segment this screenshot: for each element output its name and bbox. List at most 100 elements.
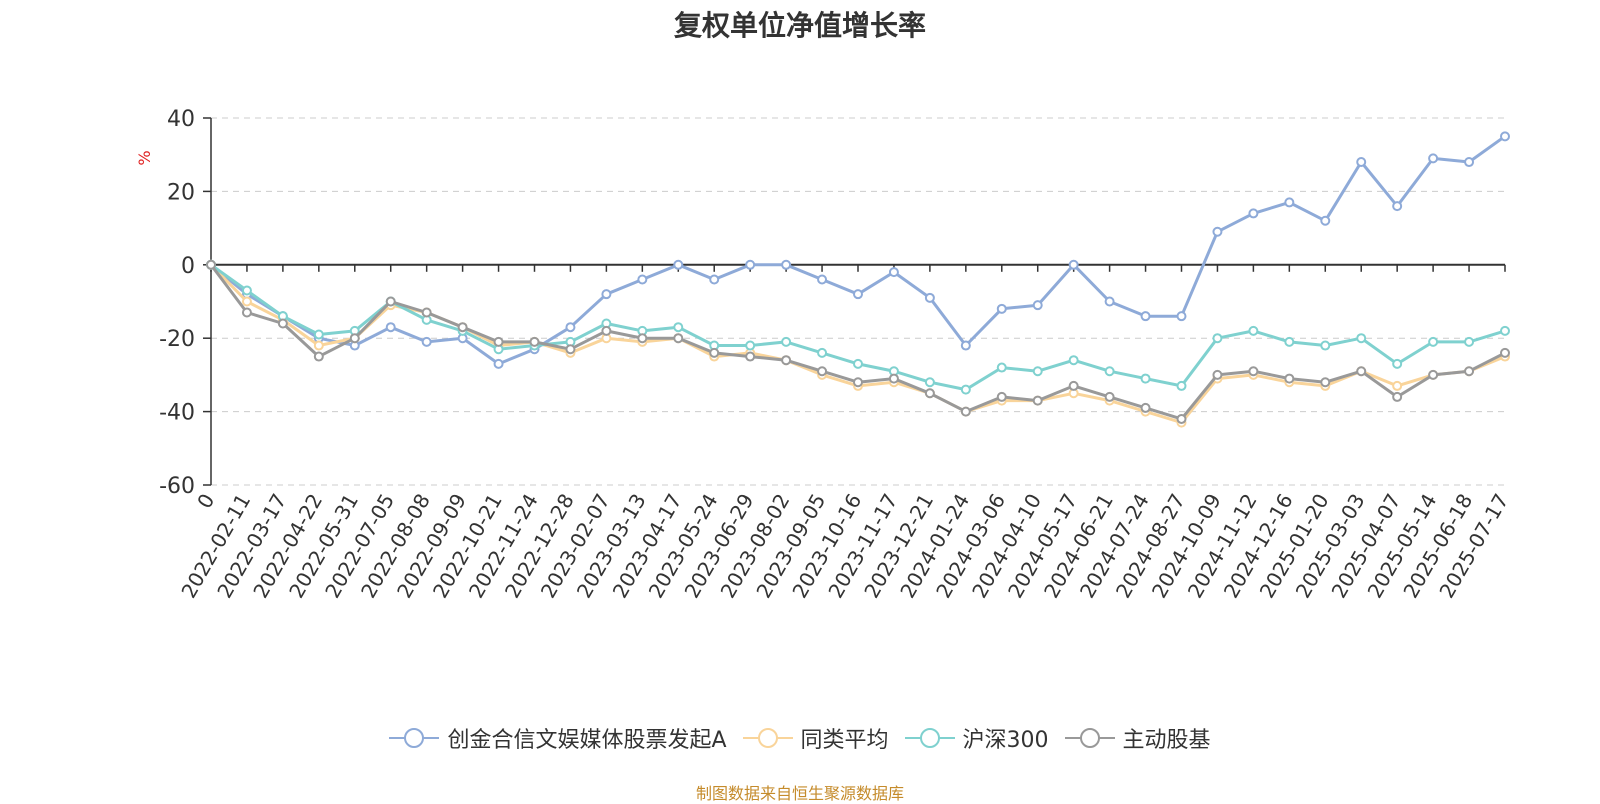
data-point — [960, 406, 971, 417]
data-point — [457, 322, 468, 333]
data-point — [888, 373, 899, 384]
data-point — [1176, 413, 1187, 424]
legend-item[interactable]: 创金合信文娱媒体股票发起A — [389, 722, 727, 754]
data-point — [1464, 366, 1475, 377]
data-point — [637, 333, 648, 344]
legend-label: 沪深300 — [962, 728, 1049, 753]
data-point — [996, 362, 1007, 373]
data-point — [493, 358, 504, 369]
data-point — [781, 336, 792, 347]
data-point — [745, 340, 756, 351]
data-point — [601, 289, 612, 300]
data-point — [206, 259, 216, 270]
data-point — [996, 303, 1007, 314]
data-point — [1248, 366, 1259, 377]
legend-item[interactable]: 沪深300 — [904, 722, 1049, 754]
data-point — [1464, 157, 1475, 168]
data-point — [745, 351, 756, 362]
data-point — [853, 377, 863, 388]
data-point — [313, 340, 324, 351]
data-point — [1248, 208, 1259, 219]
data-point — [421, 307, 432, 318]
data-point — [1104, 296, 1115, 307]
y-tick-label: -20 — [159, 327, 195, 352]
legend-label: 创金合信文娱媒体股票发起A — [447, 728, 727, 753]
legend-swatch-icon — [389, 728, 440, 748]
legend-swatch-icon — [742, 728, 793, 748]
data-point — [1104, 391, 1115, 402]
data-point — [1356, 333, 1367, 344]
data-point — [781, 355, 792, 366]
data-point — [673, 259, 684, 270]
data-point — [1212, 333, 1223, 344]
data-point — [817, 274, 828, 285]
data-point — [565, 322, 576, 333]
data-point — [1464, 336, 1475, 347]
legend-swatch-icon — [904, 728, 955, 748]
data-point — [960, 340, 971, 351]
series-line — [210, 135, 1506, 366]
data-point — [709, 347, 720, 358]
data-point — [1104, 366, 1115, 377]
data-point — [1140, 402, 1151, 413]
data-point — [1428, 153, 1439, 164]
data-point — [817, 366, 828, 377]
data-point — [1248, 325, 1259, 336]
legend-item[interactable]: 主动股基 — [1064, 722, 1211, 754]
data-point — [1212, 369, 1223, 380]
data-point — [637, 274, 648, 285]
data-point — [853, 289, 863, 300]
data-point — [1320, 215, 1331, 226]
data-point — [565, 344, 576, 355]
data-point — [421, 336, 432, 347]
data-point — [313, 351, 324, 362]
data-point — [1176, 380, 1187, 391]
y-tick-label: -60 — [159, 474, 195, 499]
data-point — [1392, 391, 1403, 402]
legend-item[interactable]: 同类平均 — [742, 722, 889, 754]
data-point — [1032, 300, 1043, 311]
data-point — [493, 336, 504, 347]
data-point — [385, 322, 396, 333]
x-tick-label: 0 — [192, 490, 219, 513]
data-point — [1392, 201, 1403, 212]
data-point — [1068, 355, 1079, 366]
data-point — [1500, 325, 1510, 336]
data-point — [924, 388, 935, 399]
data-point — [888, 267, 899, 278]
data-point — [709, 274, 720, 285]
data-point — [1068, 259, 1079, 270]
y-tick-label: -40 — [159, 401, 195, 426]
series-line — [210, 263, 1506, 392]
data-point — [1320, 340, 1331, 351]
data-point — [673, 322, 684, 333]
legend-swatch-icon — [1064, 728, 1115, 748]
data-point — [1284, 336, 1295, 347]
legend-label: 同类平均 — [800, 728, 889, 753]
data-point — [1176, 311, 1187, 322]
data-point — [960, 384, 971, 395]
data-point — [1392, 380, 1403, 391]
data-point — [1212, 226, 1223, 237]
data-source-note: 制图数据来自恒生聚源数据库 — [695, 784, 904, 803]
data-point — [924, 377, 935, 388]
data-point — [241, 307, 252, 318]
data-point — [313, 329, 324, 340]
data-point — [1140, 311, 1151, 322]
data-point — [1428, 369, 1439, 380]
chart-title: 复权单位净值增长率 — [673, 9, 926, 42]
data-point — [1500, 131, 1510, 142]
data-point — [1068, 380, 1079, 391]
data-point — [1356, 157, 1367, 168]
data-point — [601, 325, 612, 336]
data-point — [349, 333, 360, 344]
data-point — [241, 285, 252, 296]
y-tick-label: 0 — [181, 254, 195, 279]
data-point — [1140, 373, 1151, 384]
data-point — [853, 358, 863, 369]
data-point — [385, 296, 396, 307]
data-point — [1320, 377, 1331, 388]
data-point — [817, 347, 828, 358]
legend: 创金合信文娱媒体股票发起A 同类平均 沪深300 主动股基 — [0, 722, 1600, 754]
data-point — [1032, 366, 1043, 377]
